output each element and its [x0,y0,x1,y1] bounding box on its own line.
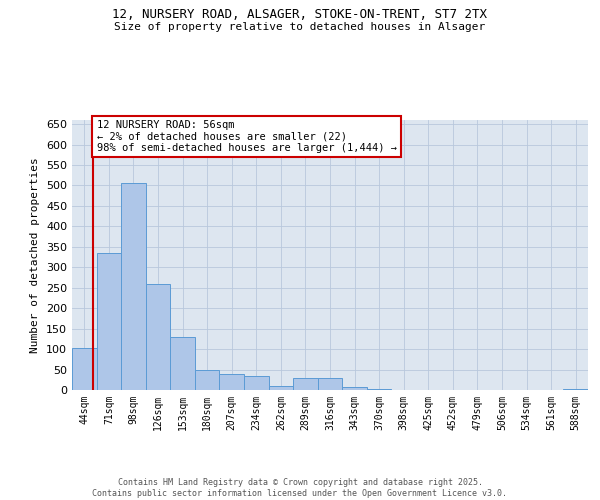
Bar [293,378,318,390]
Bar [195,370,220,390]
Bar [72,348,97,390]
Text: 12 NURSERY ROAD: 56sqm
← 2% of detached houses are smaller (22)
98% of semi-deta: 12 NURSERY ROAD: 56sqm ← 2% of detached … [97,120,397,153]
Bar [220,374,244,390]
Text: Contains HM Land Registry data © Crown copyright and database right 2025.
Contai: Contains HM Land Registry data © Crown c… [92,478,508,498]
Bar [318,378,342,390]
Bar [146,284,170,390]
Bar [170,337,195,390]
Text: 12, NURSERY ROAD, ALSAGER, STOKE-ON-TRENT, ST7 2TX: 12, NURSERY ROAD, ALSAGER, STOKE-ON-TREN… [113,8,487,20]
Bar [269,386,293,390]
Bar [97,253,121,390]
Bar [244,376,269,390]
Bar [342,387,367,390]
Text: Size of property relative to detached houses in Alsager: Size of property relative to detached ho… [115,22,485,32]
Bar [367,389,391,390]
Bar [563,389,588,390]
Bar [121,184,146,390]
Y-axis label: Number of detached properties: Number of detached properties [31,157,40,353]
